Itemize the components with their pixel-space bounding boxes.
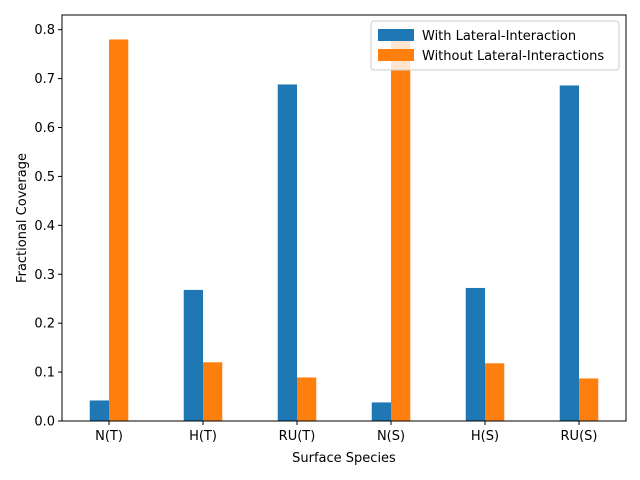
bar-with-hs <box>465 287 485 421</box>
x-tick-label: RU(S) <box>561 429 598 444</box>
bar-with-nt <box>89 400 109 421</box>
bar-without-rut <box>297 377 317 421</box>
y-tick-label: 0.6 <box>34 121 55 136</box>
x-tick-label: N(T) <box>95 429 123 444</box>
y-tick-label: 0.3 <box>34 268 55 283</box>
y-tick-label: 0.0 <box>34 415 55 430</box>
x-tick-label: N(S) <box>377 429 405 444</box>
bar-with-ns <box>371 402 391 421</box>
x-axis: N(T) H(T) RU(T) N(S) H(S) RU(S) <box>95 421 597 444</box>
legend-box <box>370 20 620 71</box>
y-tick-label: 0.1 <box>34 366 55 381</box>
plot-frame <box>61 14 627 422</box>
bar-with-rut <box>277 84 297 422</box>
y-tick-label: 0.7 <box>34 72 55 87</box>
bars-layer <box>89 34 599 422</box>
bar-without-ns <box>391 34 411 422</box>
x-tick-label: H(T) <box>189 429 217 444</box>
y-tick-label: 0.5 <box>34 170 55 185</box>
legend: With Lateral-Interaction Without Lateral… <box>370 20 620 71</box>
bar-without-hs <box>485 363 505 421</box>
legend-swatch-without-lateral <box>378 49 414 61</box>
y-tick-label: 0.2 <box>34 317 55 332</box>
y-axis-label: Fractional Coverage <box>15 153 30 283</box>
bar-without-rus <box>579 378 599 421</box>
legend-label-without-lateral: Without Lateral-Interactions <box>422 49 604 64</box>
legend-swatch-with-lateral <box>378 29 414 41</box>
bar-without-ht <box>203 362 223 421</box>
x-tick-label: RU(T) <box>279 429 316 444</box>
legend-label-with-lateral: With Lateral-Interaction <box>422 29 576 44</box>
bar-without-nt <box>109 39 129 422</box>
x-tick-label: H(S) <box>471 429 499 444</box>
bar-with-ht <box>183 289 203 421</box>
x-axis-label: Surface Species <box>292 451 396 466</box>
bar-with-rus <box>559 85 579 422</box>
y-axis: 0.0 0.1 0.2 0.3 0.4 0.5 0.6 0.7 0.8 <box>34 23 62 430</box>
y-tick-label: 0.8 <box>34 23 55 38</box>
y-tick-label: 0.4 <box>34 219 55 234</box>
